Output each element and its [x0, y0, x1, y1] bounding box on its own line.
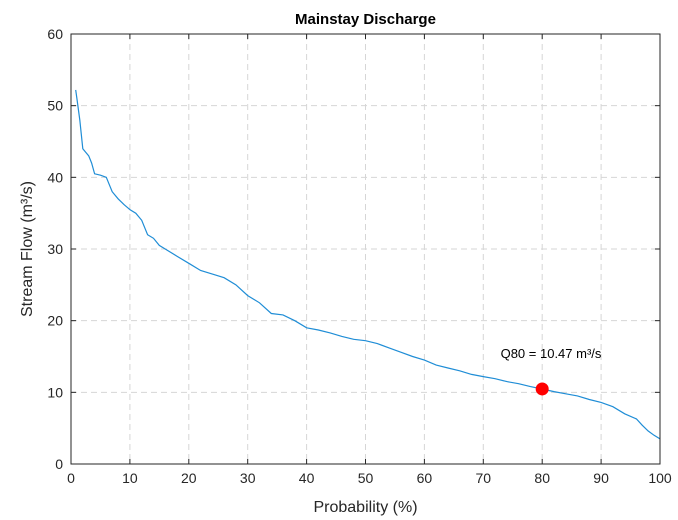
x-tick-label: 10 — [122, 470, 138, 486]
y-ticks: 0 10 20 30 40 50 60 — [47, 26, 660, 472]
x-tick-label: 0 — [67, 470, 75, 486]
x-tick-label: 90 — [593, 470, 609, 486]
x-tick-label: 80 — [534, 470, 550, 486]
x-ticks: 0 10 20 30 40 50 60 70 80 90 100 — [67, 34, 672, 486]
y-axis-label: Stream Flow (m³/s) — [19, 181, 36, 317]
x-tick-label: 50 — [358, 470, 374, 486]
y-tick-label: 0 — [55, 456, 63, 472]
chart-title: Mainstay Discharge — [295, 11, 436, 28]
y-tick-label: 50 — [47, 98, 63, 114]
series-group — [75, 89, 661, 440]
y-tick-label: 40 — [47, 169, 63, 185]
y-tick-label: 60 — [47, 26, 63, 42]
y-tick-label: 30 — [47, 241, 63, 257]
x-tick-label: 100 — [648, 470, 672, 486]
x-tick-label: 20 — [181, 470, 197, 486]
q80-marker — [535, 382, 549, 396]
x-tick-label: 40 — [299, 470, 315, 486]
grid — [71, 34, 660, 464]
y-tick-label: 10 — [47, 384, 63, 400]
annotation-label: Q80 = 10.47 m³/s — [501, 346, 602, 361]
x-axis-label: Probability (%) — [313, 499, 417, 516]
y-tick-label: 20 — [47, 313, 63, 329]
x-tick-label: 60 — [417, 470, 433, 486]
x-tick-label: 30 — [240, 470, 256, 486]
series-line — [75, 89, 661, 440]
x-tick-label: 70 — [476, 470, 492, 486]
